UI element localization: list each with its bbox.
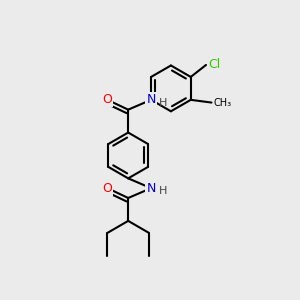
Text: N: N: [146, 182, 156, 195]
Text: O: O: [103, 182, 112, 195]
Text: H: H: [159, 98, 167, 108]
Text: H: H: [159, 186, 167, 197]
Text: Cl: Cl: [208, 58, 220, 71]
Text: N: N: [146, 93, 156, 106]
Text: CH₃: CH₃: [213, 98, 231, 108]
Text: O: O: [103, 93, 112, 106]
